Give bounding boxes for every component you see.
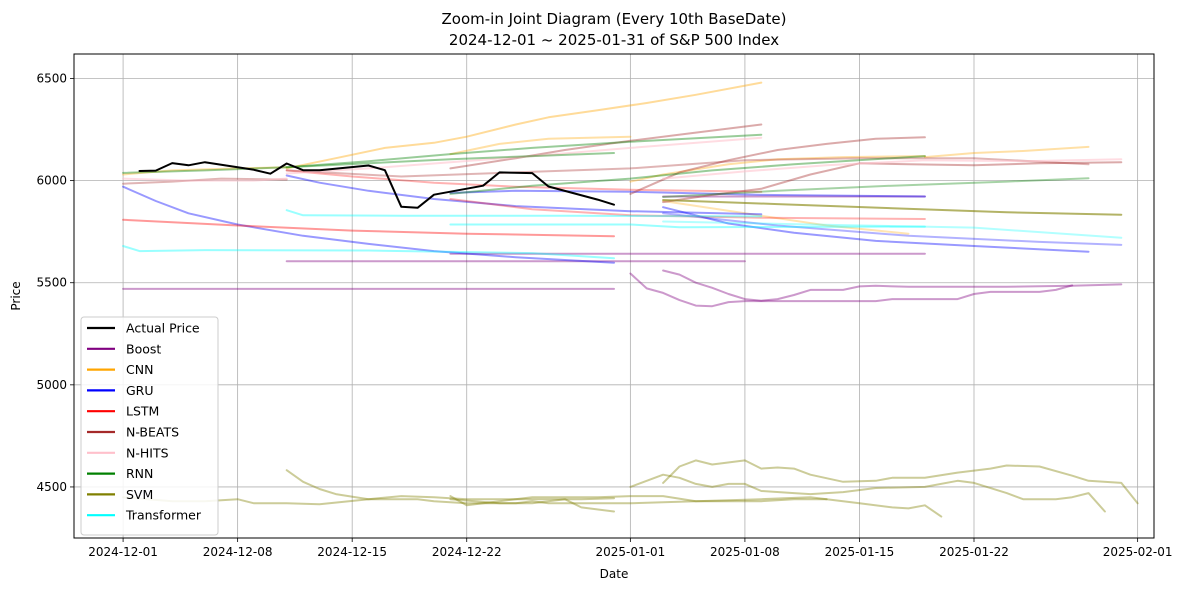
x-tick-label: 2025-01-08 — [710, 545, 780, 559]
x-tick-label: 2025-01-22 — [939, 545, 1009, 559]
plot-area — [73, 53, 1155, 539]
series-line-transformer — [285, 209, 763, 218]
legend: Actual Price Boost CNN GRU LSTM N-BEATS N-HITS… — [80, 316, 219, 536]
series-line-svm — [449, 495, 943, 518]
legend-label: N-BEATS — [126, 425, 179, 440]
axis-ticks: 2024-12-01 2024-12-08 2024-12-15 2024-12-22… — [36, 72, 1172, 559]
y-tick-label: 4500 — [36, 480, 67, 494]
legend-label: SVM — [126, 487, 153, 502]
x-axis-label: Date — [600, 567, 629, 581]
y-tick-label: 6500 — [36, 72, 67, 86]
legend-label: CNN — [126, 362, 153, 377]
series-line-cnn — [923, 145, 1090, 159]
x-tick-label: 2025-01-01 — [595, 545, 665, 559]
series-line-svm — [285, 469, 828, 505]
y-tick-label: 5500 — [36, 276, 67, 290]
x-tick-label: 2024-12-08 — [203, 545, 273, 559]
series-line-svm — [449, 498, 615, 513]
series-line-n-beats — [449, 123, 763, 170]
legend-label: N-HITS — [126, 445, 169, 460]
chart-title: Zoom-in Joint Diagram (Every 10th BaseDa… — [442, 10, 787, 28]
series-line-boost — [629, 272, 1074, 308]
x-tick-label: 2025-02-01 — [1103, 545, 1173, 559]
legend-label: LSTM — [126, 404, 159, 419]
series-layer — [122, 81, 1139, 518]
legend-label: Transformer — [125, 508, 202, 523]
series-line-cnn — [662, 200, 910, 235]
series-line-lstm — [122, 218, 615, 238]
series-line-transformer — [662, 220, 1123, 239]
y-tick-label: 6000 — [36, 174, 67, 188]
y-tick-label: 5000 — [36, 378, 67, 392]
series-line-lstm — [285, 169, 763, 193]
series-line-cnn — [629, 155, 926, 183]
legend-label: Boost — [126, 341, 161, 356]
series-line-transformer — [449, 223, 926, 229]
x-tick-label: 2025-01-15 — [825, 545, 895, 559]
series-line-rnn — [662, 177, 1090, 198]
grid-lines — [74, 54, 1154, 538]
series-line-svm — [662, 199, 1123, 216]
series-line-gru — [662, 206, 1090, 253]
series-line-actual-price — [138, 161, 615, 209]
series-line-transformer — [122, 245, 615, 260]
series-line-lstm — [449, 198, 926, 220]
chart-subtitle: 2024-12-01 ~ 2025-01-31 of S&P 500 Index — [449, 31, 779, 49]
y-axis-label: Price — [9, 281, 23, 310]
legend-box — [80, 316, 219, 536]
series-line-cnn — [122, 166, 288, 176]
series-line-n-beats — [285, 157, 1090, 178]
legend-label: RNN — [126, 466, 153, 481]
legend-label: GRU — [126, 383, 154, 398]
x-tick-label: 2024-12-15 — [317, 545, 387, 559]
series-line-gru — [122, 185, 615, 264]
series-line-svm — [662, 459, 1139, 505]
series-line-n-hits — [122, 177, 288, 182]
series-line-n-hits — [285, 136, 763, 175]
x-tick-label: 2024-12-01 — [88, 545, 158, 559]
series-line-boost — [662, 269, 1123, 302]
series-line-gru — [449, 189, 926, 198]
series-line-rnn — [122, 152, 615, 174]
series-line-svm — [629, 473, 1106, 513]
series-line-cnn — [449, 135, 632, 156]
legend-label: Actual Price — [126, 321, 200, 336]
series-line-rnn — [285, 133, 763, 169]
series-line-n-beats — [629, 136, 926, 195]
x-tick-label: 2024-12-22 — [432, 545, 502, 559]
series-line-rnn — [449, 155, 926, 195]
series-line-gru — [285, 174, 763, 216]
series-line-gru — [662, 212, 1123, 246]
series-line-cnn — [285, 81, 763, 170]
series-line-n-hits — [662, 158, 1123, 180]
